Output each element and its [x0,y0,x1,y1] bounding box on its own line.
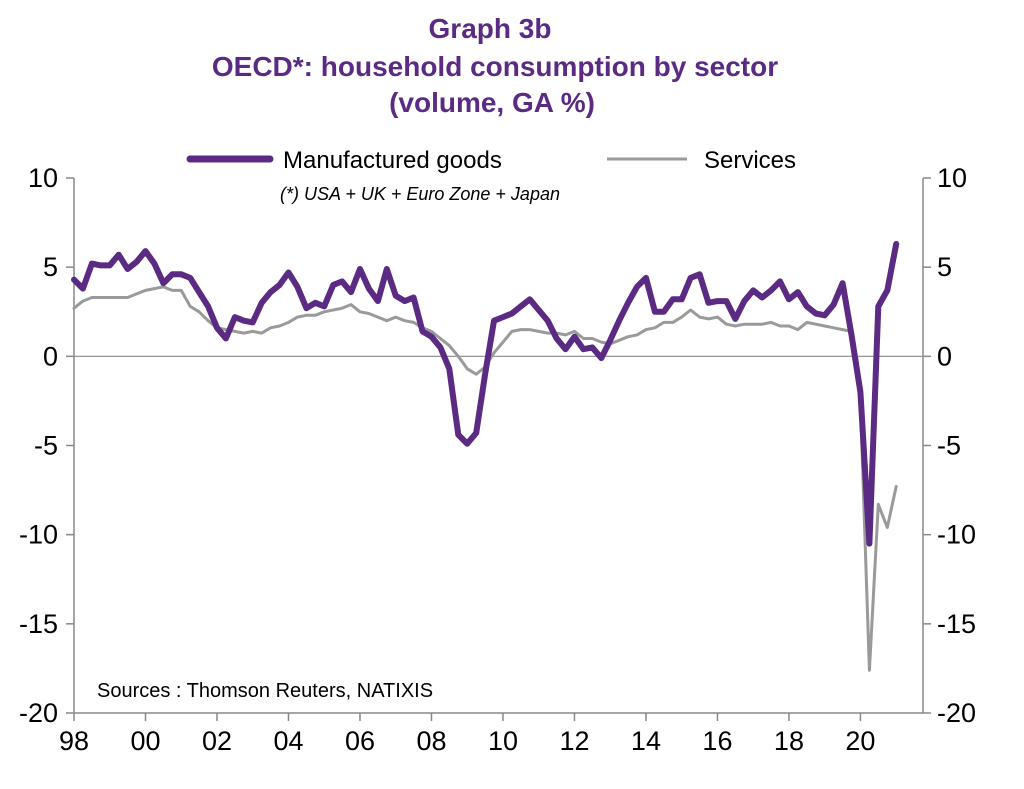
x-tick-label: 98 [59,726,89,756]
y-tick-label-right: 5 [937,252,952,282]
x-tick-label: 08 [416,726,446,756]
x-tick-label: 02 [202,726,232,756]
legend-label-manufactured-goods: Manufactured goods [283,147,502,174]
y-tick-label-right: -10 [937,520,976,550]
chart-title: Graph 3b [429,13,552,44]
y-tick-label: 10 [28,163,58,193]
axes [73,178,924,714]
series-line-manufactured-goods [71,241,900,547]
x-tick-label: 20 [845,726,875,756]
y-tick-label: -15 [19,609,58,639]
legend: Manufactured goods Services [186,147,796,174]
x-tick-label: 06 [345,726,375,756]
legend-label-services: Services [704,147,796,174]
y-tick-label: 0 [43,341,58,371]
footnote: (*) USA + UK + Euro Zone + Japan [280,184,560,204]
y-tick-label-right: 0 [937,341,952,371]
series-line-services [72,285,898,672]
chart-subtitle: OECD*: household consumption by sector [212,51,778,82]
y-tick-label: -20 [19,698,58,728]
x-tick-label: 00 [130,726,160,756]
y-tick-label-right: -5 [937,431,961,461]
y-tick-label-right: -20 [937,698,976,728]
y-tick-label: -5 [34,431,58,461]
y-tick-label: -10 [19,520,58,550]
x-tick-label: 04 [273,726,303,756]
series-layer [71,241,900,672]
x-tick-label: 18 [774,726,804,756]
x-tick-label: 16 [702,726,732,756]
chart-subtitle-units: (volume, GA %) [389,87,595,118]
y-tick-label-right: -15 [937,609,976,639]
y-tick-label: 5 [43,252,58,282]
y-tick-label-right: 10 [937,163,967,193]
x-tick-label: 10 [488,726,518,756]
source-note: Sources : Thomson Reuters, NATIXIS [97,680,433,702]
x-tick-label: 14 [631,726,661,756]
x-tick-label: 12 [559,726,589,756]
